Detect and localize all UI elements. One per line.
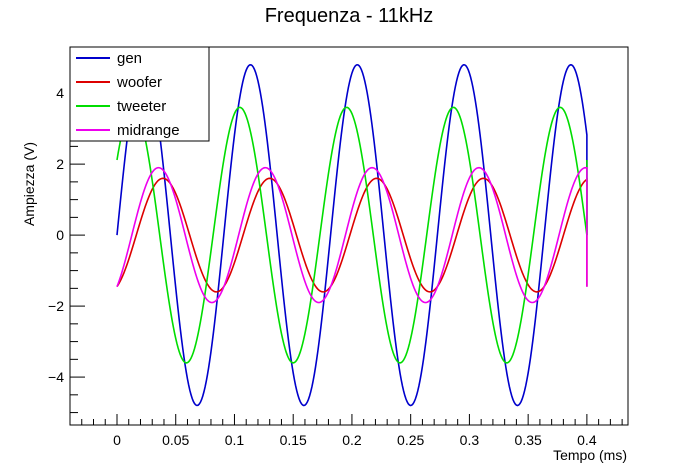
legend-label-midrange: midrange — [117, 122, 180, 139]
x-axis-label: Tempo (ms) — [553, 447, 627, 463]
plot-frame — [69, 46, 629, 426]
y-tick-label: −4 — [48, 369, 64, 385]
series-group — [116, 63, 588, 407]
series-line-tweeter — [116, 106, 588, 364]
x-tick-label: 0.05 — [162, 432, 189, 448]
y-tick-label: 2 — [56, 156, 64, 172]
y-tick-label: 4 — [56, 85, 64, 101]
legend-box — [69, 46, 210, 142]
series-line-midrange — [116, 166, 588, 304]
chart-title: Frequenza - 11kHz — [265, 5, 434, 27]
x-tick-label: 0.35 — [515, 432, 542, 448]
x-tick-label: 0.4 — [577, 432, 597, 448]
x-axis: 0 0.05 0.1 0.15 0.2 0.25 0.3 0.35 0.4 — [81, 414, 623, 448]
y-tick-label: 0 — [56, 227, 64, 243]
y-tick-label: −2 — [48, 298, 64, 314]
legend-label-tweeter: tweeter — [117, 98, 166, 115]
legend-label-gen: gen — [117, 50, 142, 67]
x-tick-label: 0.1 — [225, 432, 245, 448]
legend-label-woofer: woofer — [116, 74, 162, 91]
x-tick-label: 0 — [113, 432, 121, 448]
series-line-gen — [116, 63, 588, 407]
x-tick-label: 0.2 — [342, 432, 362, 448]
y-axis-label: Ampiezza (V) — [21, 142, 37, 226]
legend: gen woofer tweeter midrange — [69, 46, 210, 142]
series-line-woofer — [116, 177, 588, 293]
x-tick-label: 0.3 — [460, 432, 480, 448]
x-tick-label: 0.25 — [397, 432, 424, 448]
x-tick-label: 0.15 — [280, 432, 307, 448]
